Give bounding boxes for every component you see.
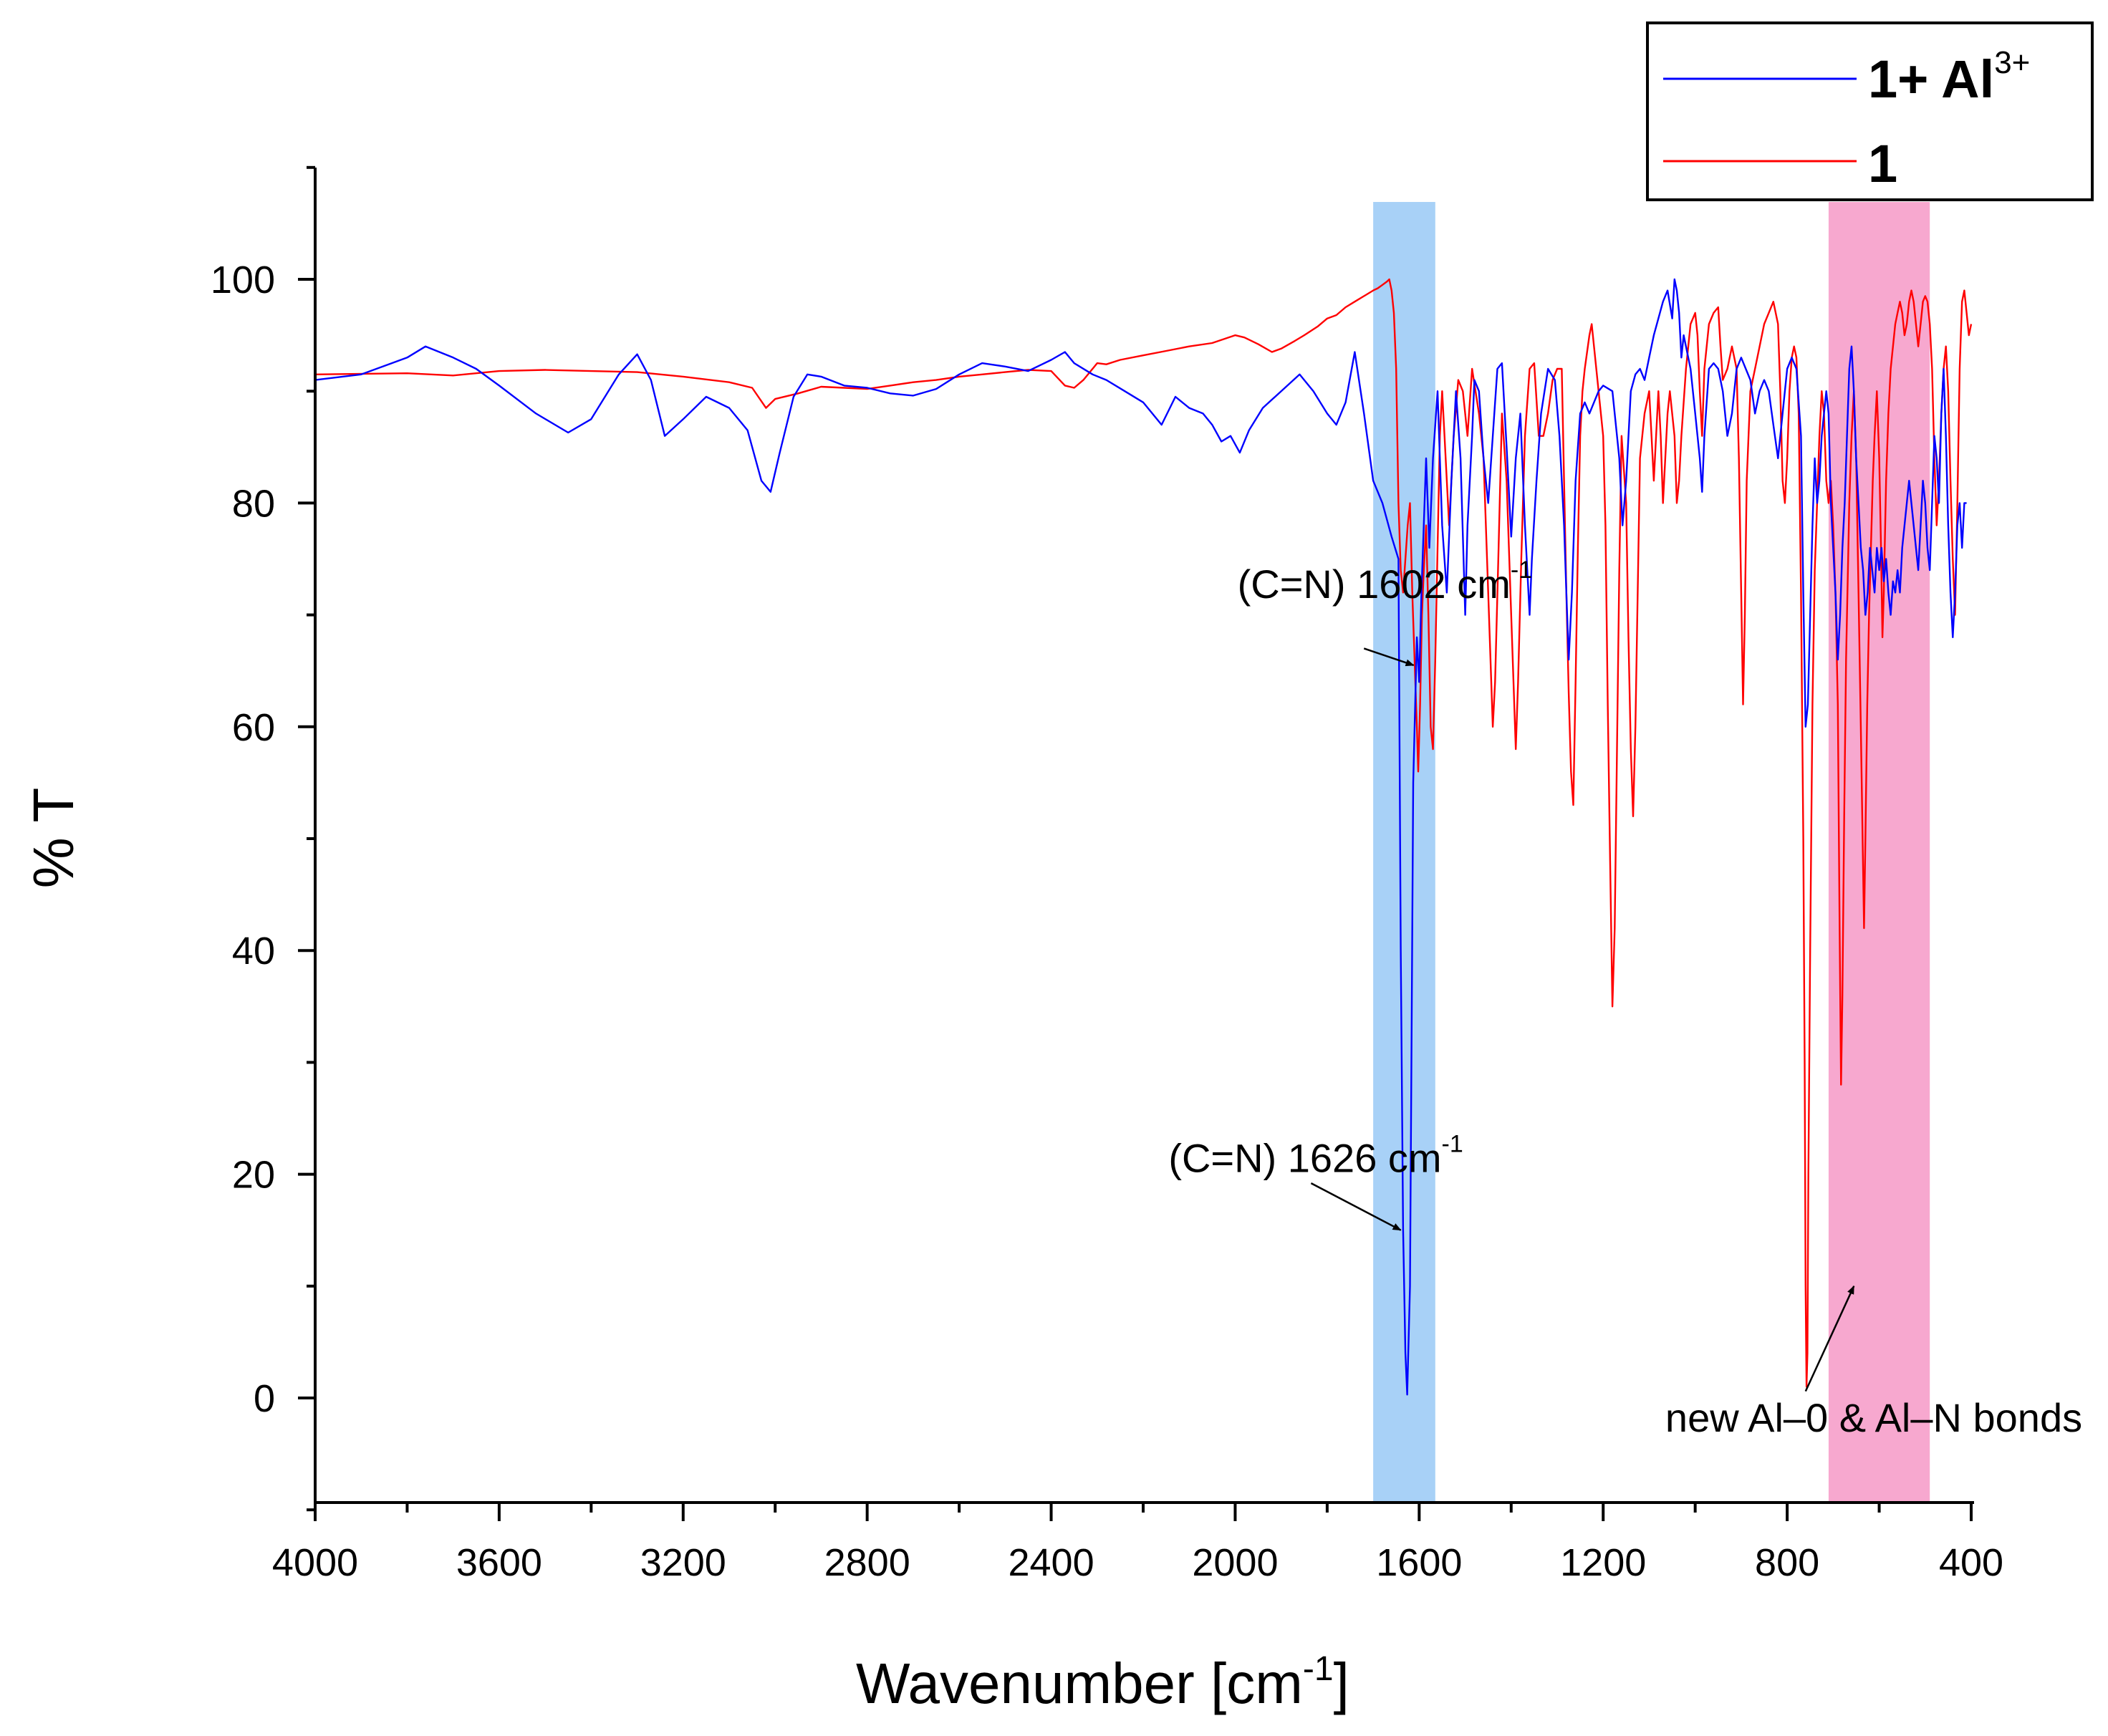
x-tick-label: 1600	[1376, 1541, 1462, 1584]
y-axis-title: % T	[21, 788, 85, 889]
x-tick-label: 400	[1939, 1541, 2003, 1584]
annotation-text-sup: -1	[1442, 1130, 1463, 1157]
x-tick-label: 3200	[640, 1541, 726, 1584]
x-tick-label: 4000	[272, 1541, 358, 1584]
highlight-band-1	[1828, 202, 1930, 1503]
x-tick-label: 3600	[456, 1541, 542, 1584]
y-ticks: 0 20 40 60 80 100	[211, 165, 315, 1512]
series-line-red	[314, 278, 1973, 1388]
series-group	[314, 278, 1973, 1396]
y-tick-label: 80	[232, 482, 275, 525]
annotation-text-sup: -1	[1511, 556, 1532, 584]
legend-box	[1646, 21, 2094, 201]
x-tick-label: 2400	[1008, 1541, 1094, 1584]
x-tick-label: 800	[1755, 1541, 1819, 1584]
legend-label-red: 1	[1868, 134, 1897, 193]
annotation-arrow-2	[1804, 1285, 1855, 1392]
x-tick-label: 2000	[1192, 1541, 1278, 1584]
x-tick-label: 2800	[824, 1541, 910, 1584]
y-tick-label: 100	[211, 259, 275, 302]
x-axis-title-main: Wavenumber [cm	[856, 1651, 1303, 1715]
annotation-text-1: (C=N) 1626 cm-1	[1168, 1130, 1463, 1180]
x-tick-label: 1200	[1560, 1541, 1646, 1584]
legend: 1+ Al3+ 1	[1646, 21, 2094, 201]
annotation-arrow-1	[1310, 1182, 1402, 1231]
annotation-text-main: (C=N) 1602 cm	[1238, 561, 1511, 607]
y-tick-label: 40	[232, 930, 275, 973]
x-axis-title: Wavenumber [cm-1]	[856, 1650, 1349, 1715]
legend-label-blue-main: 1+ Al	[1868, 49, 1994, 109]
annotation-text-main: new Al–0 & Al–N bonds	[1665, 1395, 2082, 1440]
annotation-text-main: (C=N) 1626 cm	[1168, 1135, 1441, 1180]
annotation-arrow-0	[1363, 647, 1415, 667]
y-tick-label: 60	[232, 706, 275, 749]
annotation-text-0: (C=N) 1602 cm-1	[1238, 556, 1532, 607]
x-axis-title-sup: -1	[1303, 1650, 1334, 1688]
legend-label-blue-sup: 3+	[1994, 45, 2030, 80]
y-tick-label: 0	[254, 1377, 275, 1420]
x-axis-title-close: ]	[1334, 1651, 1349, 1715]
highlight-bands	[1373, 202, 1930, 1503]
legend-label-blue: 1+ Al3+	[1868, 45, 2030, 109]
series-line-blue	[314, 278, 1967, 1396]
y-tick-label: 20	[232, 1154, 275, 1197]
annotation-text-2: new Al–0 & Al–N bonds	[1665, 1395, 2082, 1440]
x-ticks: 4000 3600 3200 2800 2400 2000 1600 1200 800 400	[272, 1503, 2003, 1584]
